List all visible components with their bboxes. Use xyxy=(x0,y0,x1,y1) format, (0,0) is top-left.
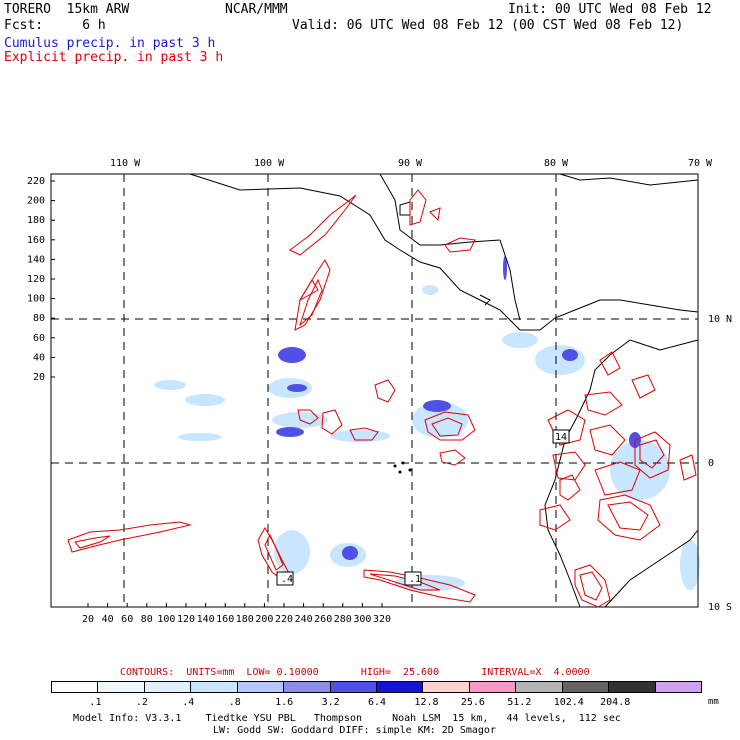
y-tick-label: 80 xyxy=(33,313,45,324)
colorbar-label: 204.8 xyxy=(600,697,631,708)
cumulus-precip-cores xyxy=(276,256,641,560)
y-tick-label: 200 xyxy=(27,196,45,207)
lon-label-80w: 80 W xyxy=(544,158,569,169)
colorbar-label: 25.6 xyxy=(460,697,485,708)
cumulus-legend: Cumulus precip. in past 3 h xyxy=(4,36,216,51)
y-tick-label: 160 xyxy=(27,235,45,246)
colorbar-swatch xyxy=(468,681,517,693)
max-value-labels: .4 .1 14 xyxy=(276,429,570,586)
x-tick-label: 20 xyxy=(82,614,94,625)
y-axis-ticks: 220 200 180 160 140 120 100 80 60 40 20 xyxy=(27,176,55,383)
lat-lon-grid xyxy=(51,174,698,607)
colorbar-label: .4 xyxy=(182,697,195,708)
x-axis-ticks: 20 40 60 80 100 120 140 160 180 200 220 240 260 280 30… xyxy=(82,603,391,625)
colorbar-swatch xyxy=(143,681,192,693)
colorbar-label: .1 xyxy=(89,697,102,708)
lat-label-10s: 10 S xyxy=(708,602,732,613)
lon-label-90w: 90 W xyxy=(398,158,423,169)
colorbar-swatch xyxy=(376,681,424,693)
x-tick-label: 200 xyxy=(255,614,273,625)
x-tick-label: 160 xyxy=(216,614,234,625)
colorbar-label: 51.2 xyxy=(507,697,532,708)
y-tick-label: 120 xyxy=(27,274,45,285)
max-label-1: .4 xyxy=(281,574,293,585)
x-tick-label: 60 xyxy=(121,614,133,625)
colorbar-label: 12.8 xyxy=(414,697,439,708)
lat-label-10n: 10 N xyxy=(708,314,732,325)
y-tick-label: 140 xyxy=(27,254,45,265)
y-tick-label: 220 xyxy=(27,176,45,187)
colorbar-label: 1.6 xyxy=(275,697,294,708)
organization: NCAR/MMM xyxy=(225,2,288,17)
colorbar-unit: mm xyxy=(708,697,719,707)
model-info-line1: Model Info: V3.3.1 Tiedtke YSU PBL Thomp… xyxy=(73,713,621,724)
x-tick-label: 140 xyxy=(197,614,215,625)
valid-time: Valid: 06 UTC Wed 08 Feb 12 (00 CST Wed … xyxy=(292,18,684,33)
max-label-2: .1 xyxy=(409,574,421,585)
colorbar-swatch xyxy=(51,681,99,693)
lat-label-0: 0 xyxy=(708,458,714,469)
model-title: TORERO 15km ARW xyxy=(4,2,130,17)
y-tick-label: 60 xyxy=(33,333,45,344)
colorbar-swatch xyxy=(608,681,656,693)
x-tick-label: 300 xyxy=(353,614,371,625)
colorbar-label: 3.2 xyxy=(321,697,340,708)
colorbar-swatch xyxy=(190,681,238,693)
x-tick-label: 220 xyxy=(275,614,293,625)
colorbar-swatch xyxy=(561,681,610,693)
model-info-line2: LW: Godd SW: Goddard DIFF: simple KM: 2D… xyxy=(213,725,496,736)
lon-label-110w: 110 W xyxy=(110,158,141,169)
y-tick-label: 40 xyxy=(33,352,45,363)
colorbar-swatch xyxy=(515,681,563,693)
colorbar-swatch xyxy=(236,681,285,693)
x-tick-label: 120 xyxy=(177,614,195,625)
x-tick-label: 80 xyxy=(141,614,153,625)
colorbar-swatch xyxy=(97,681,145,693)
max-label-3: 14 xyxy=(555,432,567,443)
lon-label-70w: 70 W xyxy=(688,158,713,169)
contour-info: CONTOURS: UNITS=mm LOW= 0.10000 HIGH= 25… xyxy=(120,667,590,678)
init-time: Init: 00 UTC Wed 08 Feb 12 xyxy=(508,2,712,17)
y-tick-label: 100 xyxy=(27,294,45,305)
cumulus-precip-areas xyxy=(154,285,700,591)
x-tick-label: 260 xyxy=(314,614,332,625)
explicit-legend: Explicit precip. in past 3 h xyxy=(4,50,224,65)
x-tick-label: 180 xyxy=(236,614,254,625)
x-tick-label: 280 xyxy=(334,614,352,625)
colorbar-swatch xyxy=(329,681,377,693)
x-tick-label: 320 xyxy=(373,614,391,625)
colorbar-swatch xyxy=(283,681,331,693)
y-tick-label: 180 xyxy=(27,215,45,226)
forecast-hour: Fcst: 6 h xyxy=(4,18,106,33)
y-tick-label: 20 xyxy=(33,372,45,383)
x-tick-label: 40 xyxy=(102,614,114,625)
colorbar-label: 102.4 xyxy=(553,697,584,708)
colorbar-label: .8 xyxy=(228,697,241,708)
explicit-precip-contours xyxy=(67,189,697,608)
x-tick-label: 100 xyxy=(157,614,175,625)
colorbar-label: .2 xyxy=(135,697,148,708)
lon-label-100w: 100 W xyxy=(254,158,285,169)
colorbar-swatch xyxy=(654,681,702,693)
x-tick-label: 240 xyxy=(295,614,313,625)
colorbar-swatch xyxy=(422,681,470,693)
colorbar-label: 6.4 xyxy=(368,697,387,708)
galapagos-islands xyxy=(393,461,412,474)
